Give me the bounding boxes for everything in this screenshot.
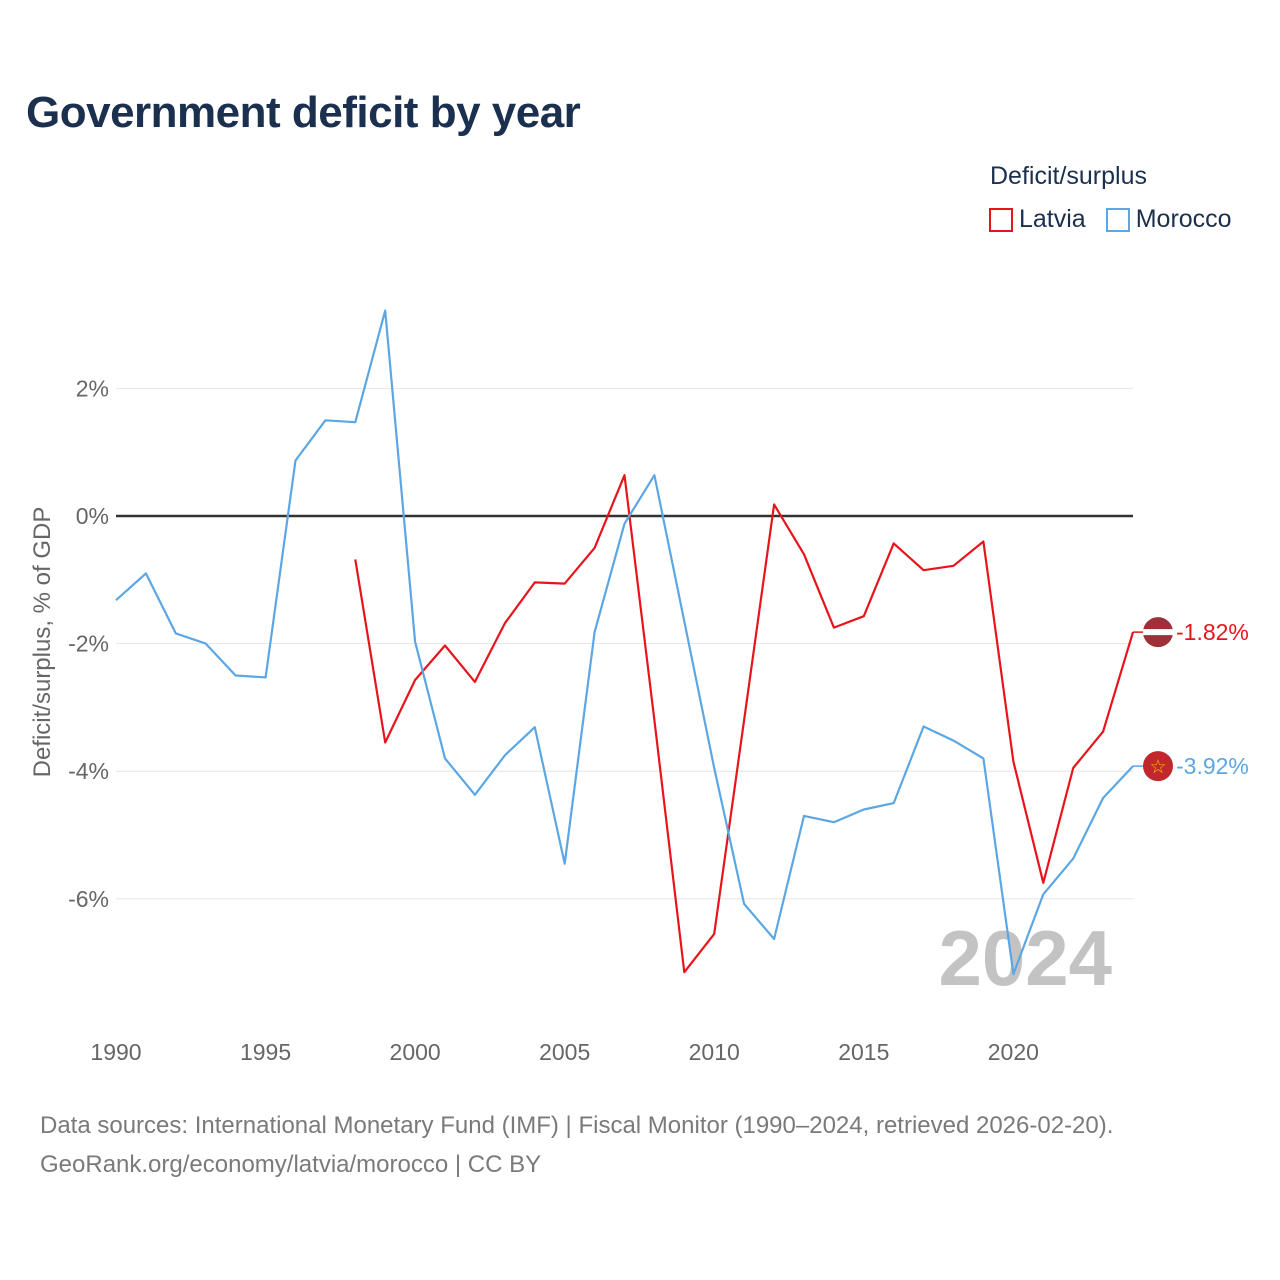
x-tick-label: 2005 — [539, 1039, 590, 1065]
x-axis-ticks: 1990 1995 2000 2005 2010 2015 2020 — [90, 1039, 1039, 1065]
end-value-label-morocco: -3.92% — [1176, 753, 1249, 779]
legend-swatch-latvia — [989, 207, 1013, 232]
y-tick-label: -6% — [68, 886, 109, 912]
year-watermark: 2024 — [938, 914, 1112, 1002]
legend-item-latvia[interactable]: Latvia — [989, 205, 1086, 234]
x-tick-label: 1990 — [90, 1039, 141, 1065]
x-tick-label: 2000 — [390, 1039, 441, 1065]
x-tick-label: 2010 — [689, 1039, 740, 1065]
legend-label-morocco: Morocco — [1135, 205, 1232, 233]
y-axis-label: Deficit/surplus, % of GDP — [29, 507, 56, 778]
source-note: Data sources: International Monetary Fun… — [40, 1112, 1114, 1139]
y-tick-label: 2% — [76, 375, 109, 401]
gridlines — [116, 387, 1133, 900]
end-markers: -1.82% ☆ -3.92% — [1133, 617, 1249, 782]
y-axis-ticks: 2% 0% -2% -4% -6% — [68, 375, 109, 911]
end-value-label-latvia: -1.82% — [1176, 619, 1249, 645]
x-tick-label: 2015 — [838, 1039, 889, 1065]
legend-title: Deficit/surplus — [990, 162, 1147, 190]
y-tick-label: -2% — [68, 631, 109, 657]
x-tick-label: 1995 — [240, 1039, 291, 1065]
y-tick-label: 0% — [76, 503, 109, 529]
legend: Latvia Morocco — [989, 205, 1232, 234]
svg-text:☆: ☆ — [1149, 756, 1166, 778]
chart-title: Government deficit by year — [26, 88, 581, 137]
series-line-latvia — [354, 474, 1135, 974]
y-tick-label: -4% — [68, 758, 109, 784]
legend-item-morocco[interactable]: Morocco — [1105, 205, 1232, 234]
legend-swatch-morocco — [1105, 207, 1130, 232]
series-line-morocco — [115, 309, 1134, 976]
series-lines — [115, 309, 1135, 976]
footer: Data sources: International Monetary Fun… — [40, 1106, 1113, 1184]
attribution-note: GeoRank.org/economy/latvia/morocco | CC … — [40, 1151, 542, 1178]
line-chart: 2% 0% -2% -4% -6% 1990 1995 2000 2005 2010 2015 20… — [29, 309, 1249, 1065]
legend-label-latvia: Latvia — [1019, 205, 1086, 233]
flag-latvia-icon — [1143, 617, 1173, 648]
flag-morocco-icon: ☆ — [1143, 751, 1173, 782]
x-tick-label: 2020 — [988, 1039, 1039, 1065]
